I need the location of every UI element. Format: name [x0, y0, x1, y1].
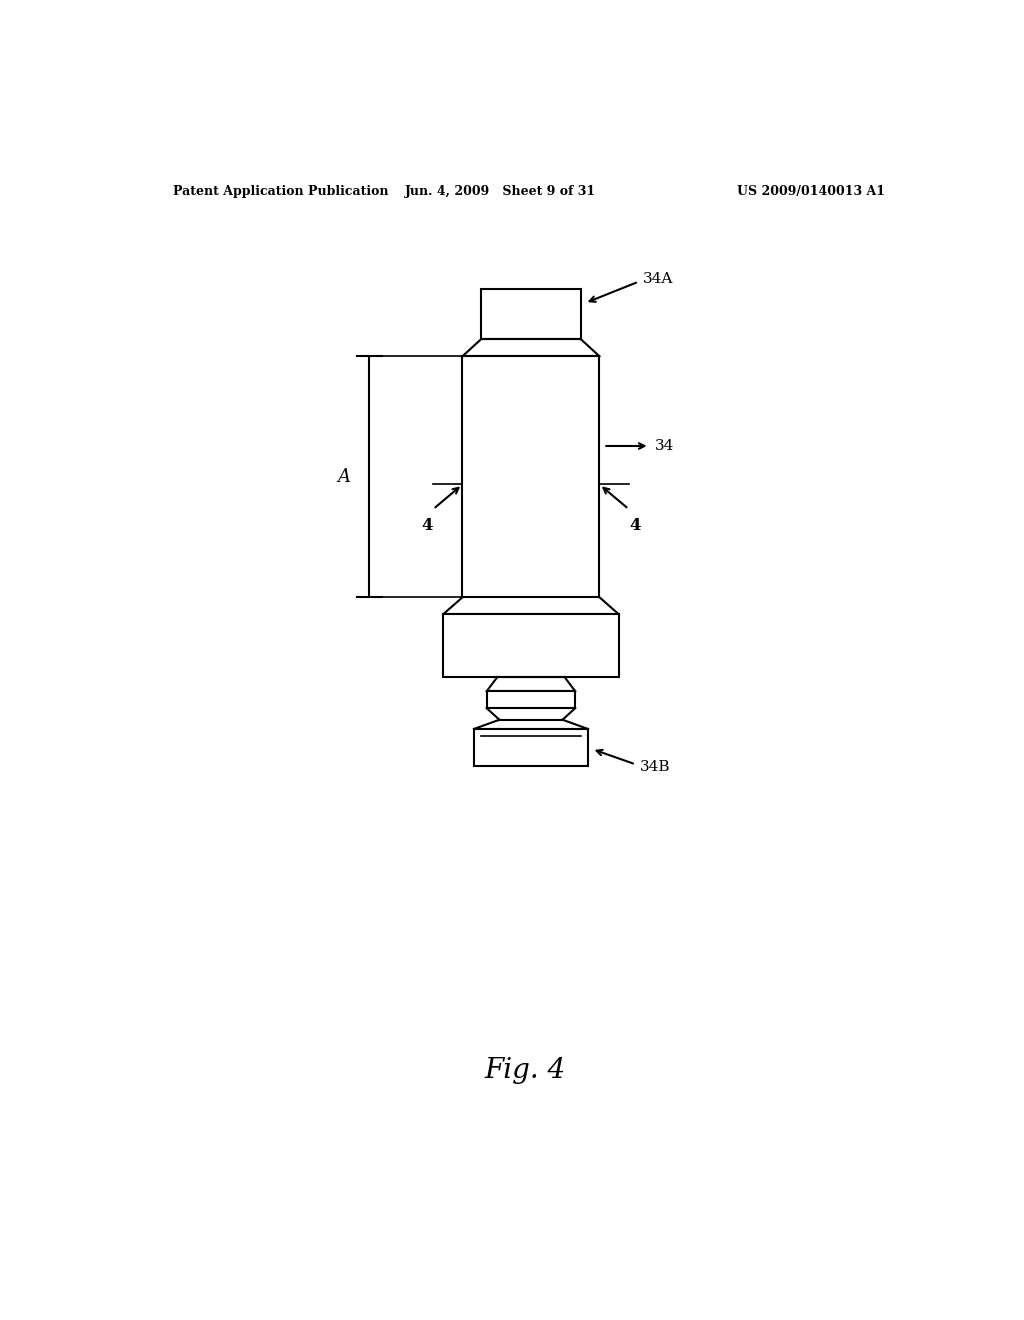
- Bar: [443, 614, 618, 677]
- Text: 34A: 34A: [643, 272, 673, 286]
- Text: 34: 34: [655, 440, 675, 453]
- Text: US 2009/0140013 A1: US 2009/0140013 A1: [737, 185, 885, 198]
- Bar: [486, 692, 575, 708]
- Bar: [463, 356, 599, 598]
- Text: Fig. 4: Fig. 4: [484, 1057, 565, 1084]
- Bar: [481, 289, 581, 339]
- Text: 4: 4: [629, 517, 641, 533]
- Text: 34B: 34B: [640, 760, 671, 775]
- Bar: [474, 729, 588, 766]
- Text: Patent Application Publication: Patent Application Publication: [173, 185, 388, 198]
- Text: 4: 4: [421, 517, 433, 533]
- Text: Jun. 4, 2009   Sheet 9 of 31: Jun. 4, 2009 Sheet 9 of 31: [404, 185, 596, 198]
- Text: A: A: [337, 467, 350, 486]
